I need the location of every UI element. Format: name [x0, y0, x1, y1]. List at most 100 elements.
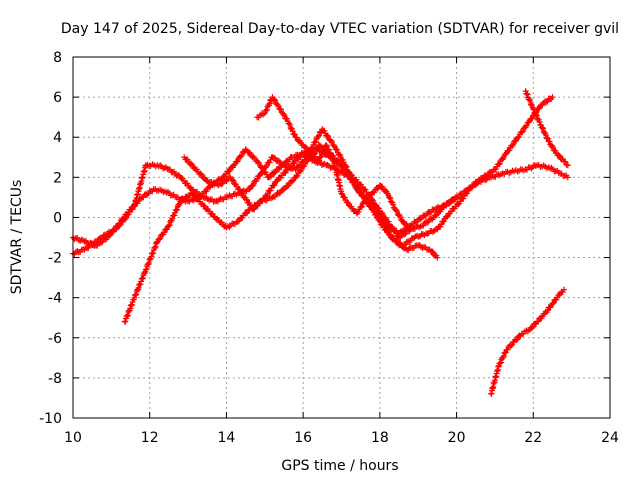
data-point [334, 146, 341, 153]
data-point [534, 115, 541, 122]
y-tick-label: -6 [48, 331, 62, 347]
data-point [264, 190, 271, 197]
data-point [315, 158, 322, 165]
data-point [524, 91, 531, 98]
data-point [316, 132, 323, 139]
y-tick-label: -8 [48, 371, 62, 387]
y-tick-label: 6 [53, 90, 62, 106]
data-point [169, 212, 176, 219]
data-point [271, 96, 278, 103]
data-point [515, 133, 522, 140]
data-point [337, 153, 344, 160]
data-point [163, 226, 170, 233]
data-point [345, 168, 352, 175]
data-point [250, 181, 257, 188]
y-tick-label: -10 [39, 411, 62, 427]
data-point [277, 106, 284, 113]
y-tick-label: -4 [48, 291, 62, 307]
data-point [519, 128, 526, 135]
data-point [267, 173, 274, 180]
data-point [501, 350, 508, 357]
data-point [341, 194, 348, 201]
data-point [344, 199, 351, 206]
plot-area [70, 88, 571, 397]
data-point [188, 160, 195, 167]
data-point [263, 162, 270, 169]
data-point [358, 190, 365, 197]
series-track-d [181, 94, 556, 249]
data-point [146, 256, 153, 263]
data-point [254, 176, 261, 183]
x-tick-label: 18 [371, 430, 389, 446]
data-point [192, 193, 199, 200]
data-point [530, 106, 537, 113]
data-point [328, 152, 335, 159]
data-point [346, 169, 353, 176]
data-point [256, 159, 263, 166]
data-point [230, 177, 237, 184]
data-point [529, 323, 536, 330]
data-point [233, 158, 240, 165]
data-point [371, 205, 378, 212]
data-point [379, 183, 386, 190]
data-point [432, 212, 439, 219]
data-point [509, 142, 516, 149]
data-point [556, 152, 563, 159]
data-point [464, 190, 471, 197]
data-point [533, 111, 540, 118]
data-point [266, 100, 273, 107]
data-point [197, 170, 204, 177]
data-point [298, 167, 305, 174]
data-point [387, 195, 394, 202]
y-tick-label: 0 [53, 210, 62, 226]
data-point [263, 107, 270, 114]
data-point [259, 168, 266, 175]
data-point [271, 181, 278, 188]
data-point [324, 146, 331, 153]
data-point [388, 198, 395, 205]
data-point [263, 106, 270, 113]
data-point [244, 209, 251, 216]
data-point [138, 278, 145, 285]
data-point [152, 243, 159, 250]
data-point [328, 152, 335, 159]
data-point [238, 152, 245, 159]
data-point [383, 225, 390, 232]
data-point [174, 206, 181, 213]
data-point [255, 159, 262, 166]
data-point [122, 215, 129, 222]
data-point [286, 121, 293, 128]
data-point [226, 168, 233, 175]
plot-frame [72, 56, 611, 419]
data-point [347, 173, 354, 180]
y-tick-label: 8 [53, 50, 62, 66]
data-point [401, 242, 408, 249]
data-point [385, 229, 392, 236]
data-point [560, 286, 567, 293]
data-point [234, 157, 241, 164]
data-point [139, 275, 146, 282]
data-point [275, 102, 282, 109]
data-point [502, 151, 509, 158]
data-point [325, 133, 332, 140]
data-point [523, 122, 530, 129]
data-point [406, 225, 413, 232]
grid [73, 57, 610, 418]
data-point [189, 162, 196, 169]
data-point [380, 219, 387, 226]
x-tick-label: 10 [64, 430, 82, 446]
data-point [514, 336, 521, 343]
data-point [236, 186, 243, 193]
data-point [173, 207, 180, 214]
data-point [139, 275, 146, 282]
data-point [549, 144, 556, 151]
data-point [523, 90, 530, 97]
data-point [434, 211, 441, 218]
data-point [529, 115, 536, 122]
data-point [98, 235, 105, 242]
data-point [145, 259, 152, 266]
data-point [371, 189, 378, 196]
data-point [506, 147, 513, 154]
data-point [201, 202, 208, 209]
